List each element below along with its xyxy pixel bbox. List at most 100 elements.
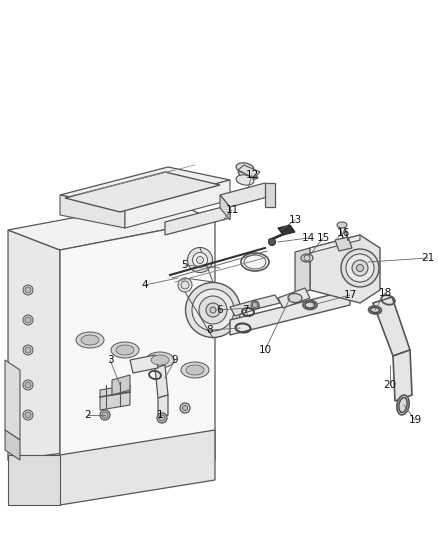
Ellipse shape bbox=[116, 345, 134, 355]
Polygon shape bbox=[255, 295, 280, 308]
Polygon shape bbox=[8, 440, 215, 480]
Circle shape bbox=[251, 301, 259, 309]
Polygon shape bbox=[8, 455, 60, 505]
Ellipse shape bbox=[181, 281, 189, 289]
Ellipse shape bbox=[146, 352, 174, 368]
Ellipse shape bbox=[192, 289, 234, 331]
Ellipse shape bbox=[303, 301, 317, 310]
Ellipse shape bbox=[337, 222, 347, 228]
Circle shape bbox=[159, 415, 165, 421]
Ellipse shape bbox=[187, 247, 212, 272]
Ellipse shape bbox=[346, 254, 374, 282]
Ellipse shape bbox=[368, 306, 381, 314]
Text: 8: 8 bbox=[207, 325, 213, 335]
Text: 5: 5 bbox=[182, 260, 188, 270]
Circle shape bbox=[183, 406, 187, 410]
Ellipse shape bbox=[341, 249, 379, 287]
Circle shape bbox=[25, 347, 31, 353]
Text: 18: 18 bbox=[378, 288, 392, 298]
Text: 16: 16 bbox=[336, 228, 350, 238]
Text: 20: 20 bbox=[383, 380, 396, 390]
Polygon shape bbox=[335, 237, 352, 251]
Circle shape bbox=[102, 412, 108, 418]
Text: 21: 21 bbox=[421, 253, 434, 263]
Polygon shape bbox=[373, 297, 410, 356]
Ellipse shape bbox=[236, 175, 254, 185]
Ellipse shape bbox=[244, 255, 266, 269]
Polygon shape bbox=[8, 200, 215, 250]
Polygon shape bbox=[238, 165, 260, 178]
Ellipse shape bbox=[186, 282, 240, 337]
Circle shape bbox=[25, 382, 31, 388]
Circle shape bbox=[23, 410, 33, 420]
Polygon shape bbox=[230, 300, 260, 316]
Ellipse shape bbox=[352, 260, 368, 276]
Polygon shape bbox=[125, 180, 230, 228]
Ellipse shape bbox=[397, 395, 409, 415]
Ellipse shape bbox=[111, 342, 139, 358]
Text: 3: 3 bbox=[107, 355, 113, 365]
Text: 4: 4 bbox=[141, 280, 148, 290]
Polygon shape bbox=[278, 288, 310, 308]
Text: 2: 2 bbox=[85, 410, 91, 420]
Ellipse shape bbox=[288, 294, 302, 303]
Text: 19: 19 bbox=[408, 415, 422, 425]
Polygon shape bbox=[112, 375, 130, 395]
Circle shape bbox=[180, 403, 190, 413]
Ellipse shape bbox=[357, 264, 364, 271]
Circle shape bbox=[23, 315, 33, 325]
Circle shape bbox=[304, 255, 310, 261]
Polygon shape bbox=[295, 248, 310, 295]
Text: 6: 6 bbox=[217, 305, 223, 315]
Ellipse shape bbox=[210, 307, 216, 313]
Polygon shape bbox=[60, 220, 215, 480]
Polygon shape bbox=[158, 395, 168, 418]
Text: 14: 14 bbox=[301, 233, 314, 243]
Polygon shape bbox=[130, 355, 158, 373]
Polygon shape bbox=[65, 172, 220, 212]
Polygon shape bbox=[8, 230, 60, 480]
Polygon shape bbox=[60, 195, 125, 228]
Ellipse shape bbox=[178, 278, 192, 292]
Text: 12: 12 bbox=[245, 170, 258, 180]
Polygon shape bbox=[230, 290, 350, 335]
Ellipse shape bbox=[76, 332, 104, 348]
Ellipse shape bbox=[151, 355, 169, 365]
Polygon shape bbox=[5, 360, 20, 440]
Polygon shape bbox=[220, 183, 275, 207]
Polygon shape bbox=[310, 235, 360, 253]
Circle shape bbox=[25, 317, 31, 323]
Polygon shape bbox=[165, 205, 230, 235]
Ellipse shape bbox=[206, 303, 220, 317]
Polygon shape bbox=[60, 430, 215, 505]
Polygon shape bbox=[393, 350, 412, 401]
Circle shape bbox=[252, 303, 258, 308]
Polygon shape bbox=[310, 235, 380, 303]
Ellipse shape bbox=[301, 254, 313, 262]
Ellipse shape bbox=[236, 163, 254, 173]
Polygon shape bbox=[100, 385, 130, 410]
Ellipse shape bbox=[199, 296, 227, 324]
Circle shape bbox=[157, 413, 167, 423]
Ellipse shape bbox=[186, 365, 204, 375]
Text: 11: 11 bbox=[226, 205, 239, 215]
Ellipse shape bbox=[197, 256, 204, 263]
Polygon shape bbox=[5, 430, 20, 460]
Circle shape bbox=[100, 410, 110, 420]
Circle shape bbox=[23, 345, 33, 355]
Text: 7: 7 bbox=[242, 305, 248, 315]
Circle shape bbox=[25, 412, 31, 418]
Text: 13: 13 bbox=[288, 215, 302, 225]
Polygon shape bbox=[265, 183, 275, 207]
Polygon shape bbox=[238, 168, 258, 183]
Polygon shape bbox=[60, 167, 230, 208]
Circle shape bbox=[23, 285, 33, 295]
Ellipse shape bbox=[81, 335, 99, 345]
Polygon shape bbox=[278, 225, 295, 235]
Circle shape bbox=[25, 287, 31, 293]
Polygon shape bbox=[155, 365, 168, 398]
Ellipse shape bbox=[192, 253, 208, 268]
Circle shape bbox=[268, 238, 276, 246]
Text: 15: 15 bbox=[316, 233, 330, 243]
Polygon shape bbox=[220, 195, 230, 220]
